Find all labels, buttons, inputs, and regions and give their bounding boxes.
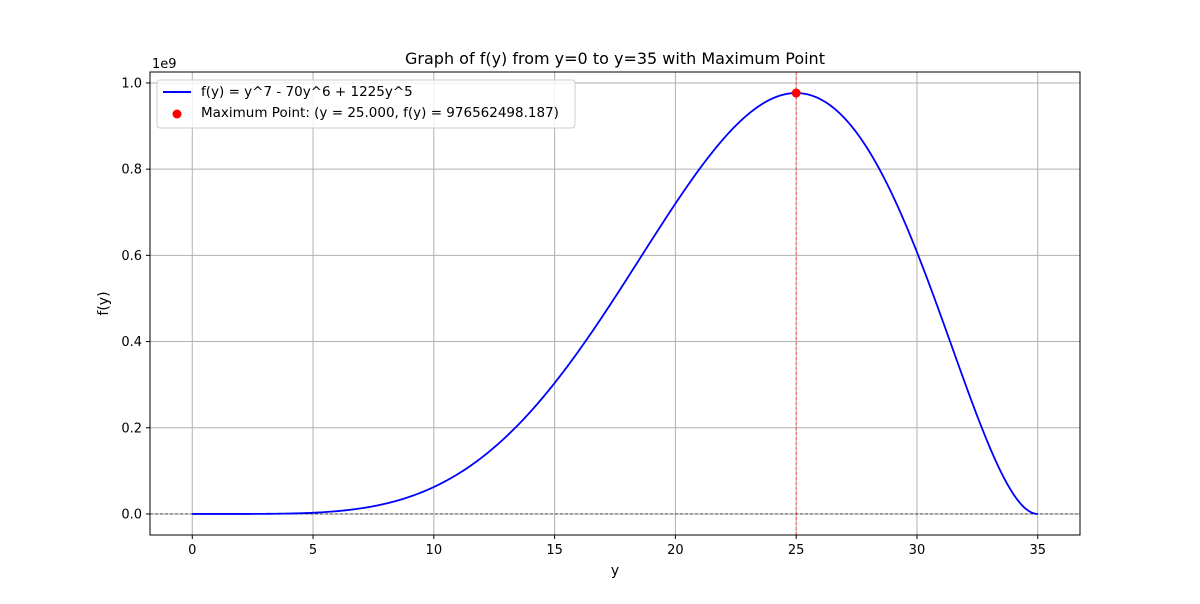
x-tick-label: 35 — [1029, 543, 1046, 558]
legend-box — [156, 79, 576, 129]
x-tick-label: 0 — [188, 543, 196, 558]
x-axis-ticks: 0 5 10 15 20 25 30 35 — [188, 535, 1046, 558]
x-tick-label: 10 — [426, 543, 443, 558]
reference-lines — [150, 72, 1080, 535]
y-tick-label: 0.4 — [121, 335, 142, 350]
x-tick-label: 15 — [546, 543, 563, 558]
series-layer — [192, 88, 1038, 515]
chart-title: Graph of f(y) from y=0 to y=35 with Maxi… — [405, 49, 825, 68]
x-axis-label: y — [611, 563, 619, 579]
series-line-f-of-y — [192, 92, 1038, 515]
y-tick-label: 0.2 — [121, 421, 142, 436]
legend-marker-swatch — [172, 109, 182, 119]
y-axis-ticks: 0.0 0.2 0.4 0.6 0.8 1.0 — [121, 76, 150, 522]
y-tick-label: 0.8 — [121, 163, 142, 178]
x-tick-label: 30 — [909, 543, 926, 558]
y-axis-offset-label: 1e9 — [152, 57, 177, 72]
x-tick-label: 25 — [788, 543, 805, 558]
y-tick-label: 1.0 — [121, 76, 142, 91]
legend-label-maximum: Maximum Point: (y = 25.000, f(y) = 97656… — [201, 105, 559, 121]
y-tick-label: 0.6 — [121, 249, 142, 264]
legend-label-curve: f(y) = y^7 - 70y^6 + 1225y^5 — [201, 84, 413, 100]
legend: f(y) = y^7 - 70y^6 + 1225y^5 Maximum Poi… — [156, 79, 576, 129]
y-tick-label: 0.0 — [121, 507, 142, 522]
x-tick-label: 5 — [309, 543, 317, 558]
y-axis-label: f(y) — [96, 291, 112, 315]
x-tick-label: 20 — [667, 543, 684, 558]
grid — [150, 72, 1080, 535]
maximum-point-marker — [791, 88, 801, 98]
plot-frame — [149, 71, 1081, 536]
